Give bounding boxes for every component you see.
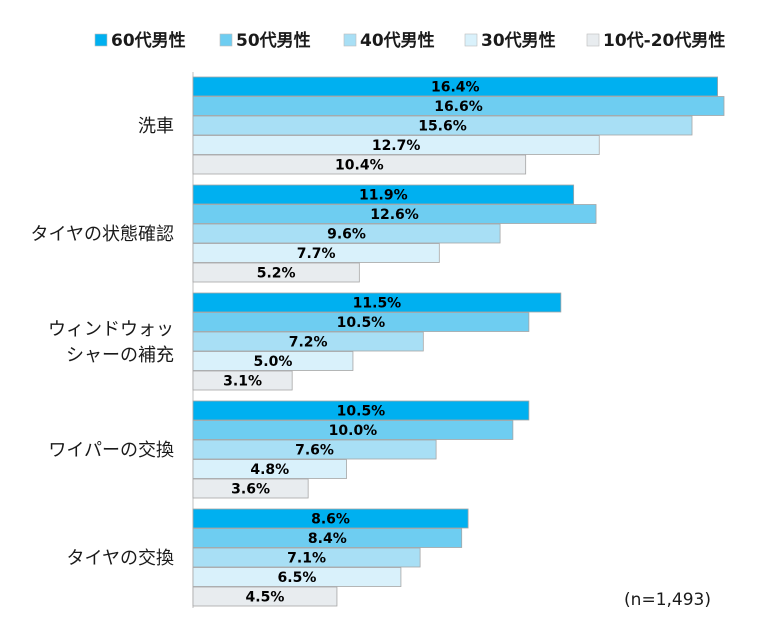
bar-value-label: 16.6% <box>434 99 483 115</box>
bar <box>192 115 693 136</box>
bar <box>192 478 309 499</box>
legend-swatch <box>464 33 478 47</box>
bar <box>192 312 530 332</box>
bar <box>192 262 360 283</box>
bar <box>192 351 354 371</box>
bar-value-label: 10.0% <box>329 423 378 439</box>
bar-value-label: 12.6% <box>370 207 419 223</box>
bar-value-label: 15.6% <box>418 119 467 135</box>
bar <box>192 439 437 460</box>
bar-value-label: 7.6% <box>295 443 334 459</box>
legend: 60代男性 50代男性 40代男性 30代男性 10代-20代男性 <box>94 30 725 51</box>
legend-swatch <box>343 33 357 47</box>
bar <box>192 243 440 263</box>
bar-value-label: 6.5% <box>278 570 317 586</box>
bars-group: 16.4% 16.6% 15.6% 12.7% 10.4% 11.9% 12.6%9.6% 7… <box>192 76 725 607</box>
legend-label: 40代男性 <box>360 30 435 51</box>
bar-value-label: 16.4% <box>431 80 480 96</box>
bar <box>192 528 463 548</box>
category-label: タイヤの交換 <box>67 548 174 569</box>
bar-value-label: 3.6% <box>231 482 270 498</box>
category-label: タイヤの状態確認 <box>31 224 174 245</box>
category-label: ウィンドウォッ <box>48 319 174 340</box>
bar <box>192 567 402 587</box>
bar <box>192 76 719 97</box>
bar-value-label: 7.7% <box>297 246 336 262</box>
bar <box>192 459 347 479</box>
sample-size-note: (n=1,493) <box>624 590 711 610</box>
bar-value-label: 7.2% <box>289 335 328 351</box>
bar <box>192 154 527 175</box>
legend-label: 10代-20代男性 <box>603 30 725 51</box>
bar <box>192 135 600 155</box>
bar <box>192 331 424 352</box>
bar-value-label: 4.8% <box>250 462 289 478</box>
bar <box>192 184 575 205</box>
bar-value-label: 4.5% <box>246 590 285 606</box>
legend-swatch <box>219 33 233 47</box>
bar <box>192 420 514 440</box>
bar <box>192 292 562 313</box>
bar-value-label: 10.4% <box>335 158 384 174</box>
bar-value-label: 11.5% <box>353 296 402 312</box>
bar <box>192 96 725 116</box>
bar-value-label: 3.1% <box>223 374 262 390</box>
legend-label: 50代男性 <box>236 30 311 51</box>
bar-value-label: 11.9% <box>359 188 408 204</box>
bar-value-label: 9.6% <box>327 227 366 243</box>
category-label: シャーの補充 <box>66 345 174 366</box>
bar-value-label: 7.1% <box>287 551 326 567</box>
bar-value-label: 10.5% <box>337 315 386 331</box>
bar <box>192 370 293 391</box>
category-label: ワイパーの交換 <box>48 440 174 461</box>
bar <box>192 508 469 529</box>
bar <box>192 547 421 568</box>
bar <box>192 586 338 607</box>
legend-swatch <box>94 33 108 47</box>
bar-value-label: 8.6% <box>311 512 350 528</box>
bar-value-label: 8.4% <box>308 531 347 547</box>
legend-label: 30代男性 <box>481 30 556 51</box>
bar <box>192 204 597 224</box>
legend-label: 60代男性 <box>111 30 186 51</box>
bar-value-label: 5.0% <box>254 354 293 370</box>
bar-value-label: 5.2% <box>257 266 296 282</box>
bar-value-label: 10.5% <box>337 404 386 420</box>
bar <box>192 223 501 244</box>
category-label: 洗車 <box>138 116 174 137</box>
bar <box>192 400 530 421</box>
bar-value-label: 12.7% <box>372 138 421 154</box>
legend-swatch <box>586 33 600 47</box>
